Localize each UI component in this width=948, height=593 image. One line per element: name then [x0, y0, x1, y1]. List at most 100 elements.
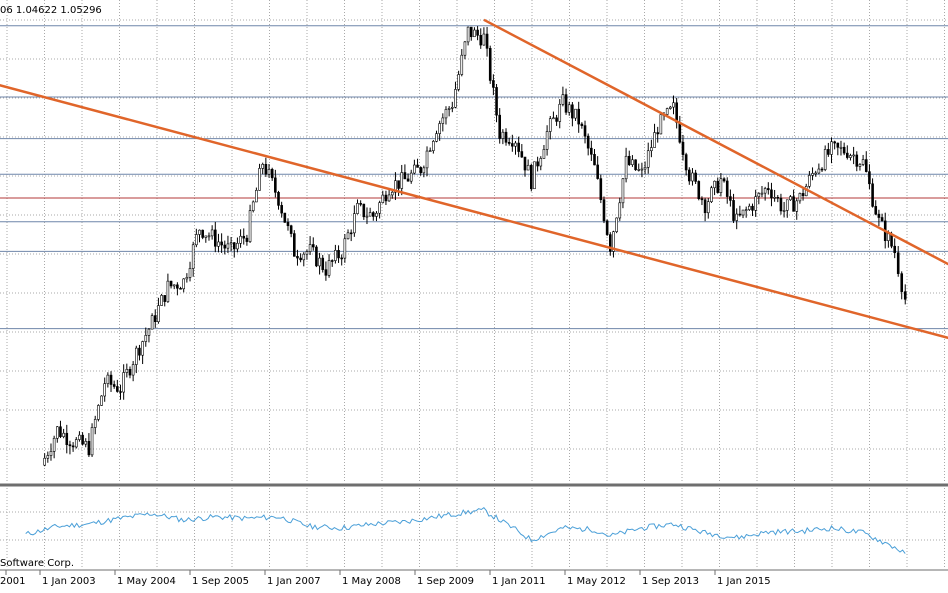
candle-body	[378, 202, 381, 214]
candle-body	[511, 143, 514, 147]
candle-body	[264, 164, 268, 175]
candle-body	[643, 166, 647, 170]
candle-body	[492, 80, 495, 88]
candle-body	[808, 175, 811, 187]
candle-body	[78, 434, 81, 440]
candle-body	[74, 439, 78, 448]
candle-body	[830, 141, 833, 155]
copyright-label: Software Corp.	[0, 558, 74, 569]
candle-body	[289, 225, 293, 234]
candle-body	[871, 183, 874, 207]
candle-body	[877, 213, 881, 218]
candle-body	[232, 242, 236, 250]
candle-body	[349, 232, 353, 235]
candle-body	[372, 212, 375, 217]
candle-body	[681, 141, 685, 155]
candle-body	[229, 242, 233, 245]
candle-body	[858, 164, 862, 167]
candle-body	[719, 178, 723, 193]
candle-body	[656, 132, 660, 135]
candle-body	[555, 117, 558, 122]
candle-body	[887, 233, 890, 241]
time-axis-label: 1 Sep 2013	[642, 576, 699, 587]
candle-body	[214, 229, 217, 247]
candle-body	[365, 215, 369, 218]
candle-body	[789, 196, 792, 201]
candle-body	[741, 209, 745, 216]
channel-line-upper[interactable]	[483, 18, 948, 269]
candle-body	[498, 114, 502, 139]
candle-body	[375, 212, 378, 217]
candle-body	[321, 257, 325, 270]
candle-body	[646, 150, 650, 168]
candle-body	[419, 167, 423, 174]
candle-body	[387, 194, 391, 202]
candle-body	[507, 141, 511, 144]
candle-body	[330, 260, 334, 262]
candle-body	[624, 155, 628, 180]
candle-body	[473, 29, 476, 38]
candle-body	[460, 54, 464, 75]
candle-body	[700, 198, 704, 201]
candle-body	[836, 142, 840, 148]
candle-body	[599, 178, 603, 200]
candle-body	[533, 161, 536, 190]
candle-body	[678, 122, 682, 143]
candle-body	[580, 123, 584, 126]
candle-body	[823, 149, 827, 170]
candle-body	[324, 269, 328, 276]
candle-body	[65, 432, 69, 445]
candle-body	[169, 280, 173, 287]
candle-body	[119, 391, 122, 393]
candle-body	[106, 374, 110, 384]
candle-body	[760, 192, 764, 195]
channel-lines[interactable]	[0, 18, 948, 341]
candle-body	[842, 146, 846, 154]
candle-body	[258, 168, 261, 191]
candle-body	[191, 244, 195, 269]
candle-body	[732, 200, 735, 221]
candle-body	[577, 108, 581, 125]
candle-body	[81, 434, 84, 445]
candle-body	[195, 234, 198, 246]
candle-body	[261, 164, 265, 169]
candle-body	[868, 171, 871, 185]
candle-body	[182, 278, 186, 290]
candle-body	[220, 241, 223, 246]
candle-body	[482, 33, 486, 46]
candle-body	[612, 231, 615, 252]
candle-body	[172, 284, 176, 287]
candle-body	[327, 260, 331, 276]
candle-body	[451, 107, 454, 109]
candle-body	[207, 235, 211, 238]
candle-body	[782, 210, 786, 212]
candle-body	[62, 432, 65, 437]
candle-body	[567, 104, 571, 113]
candle-body	[293, 233, 296, 257]
candle-body	[343, 238, 347, 259]
candle-body	[710, 187, 713, 203]
candle-body	[318, 257, 321, 267]
channel-line-lower[interactable]	[0, 84, 948, 340]
candle-body	[896, 252, 900, 274]
candle-body	[267, 169, 271, 175]
candle-body	[116, 386, 119, 392]
candle-body	[198, 229, 201, 235]
candle-body	[438, 123, 441, 134]
candle-body	[403, 172, 407, 180]
candle-body	[454, 89, 457, 108]
candle-body	[827, 149, 830, 155]
candle-body	[125, 369, 129, 373]
candle-body	[425, 150, 429, 169]
candle-body	[274, 177, 277, 193]
candle-body	[248, 210, 252, 242]
candle-body	[596, 164, 599, 179]
candle-body	[56, 426, 59, 439]
candle-body	[251, 201, 255, 211]
candle-body	[615, 217, 618, 232]
candle-body	[479, 35, 483, 46]
candle-body	[811, 173, 814, 176]
candle-body	[299, 257, 302, 261]
candle-body	[501, 131, 505, 139]
